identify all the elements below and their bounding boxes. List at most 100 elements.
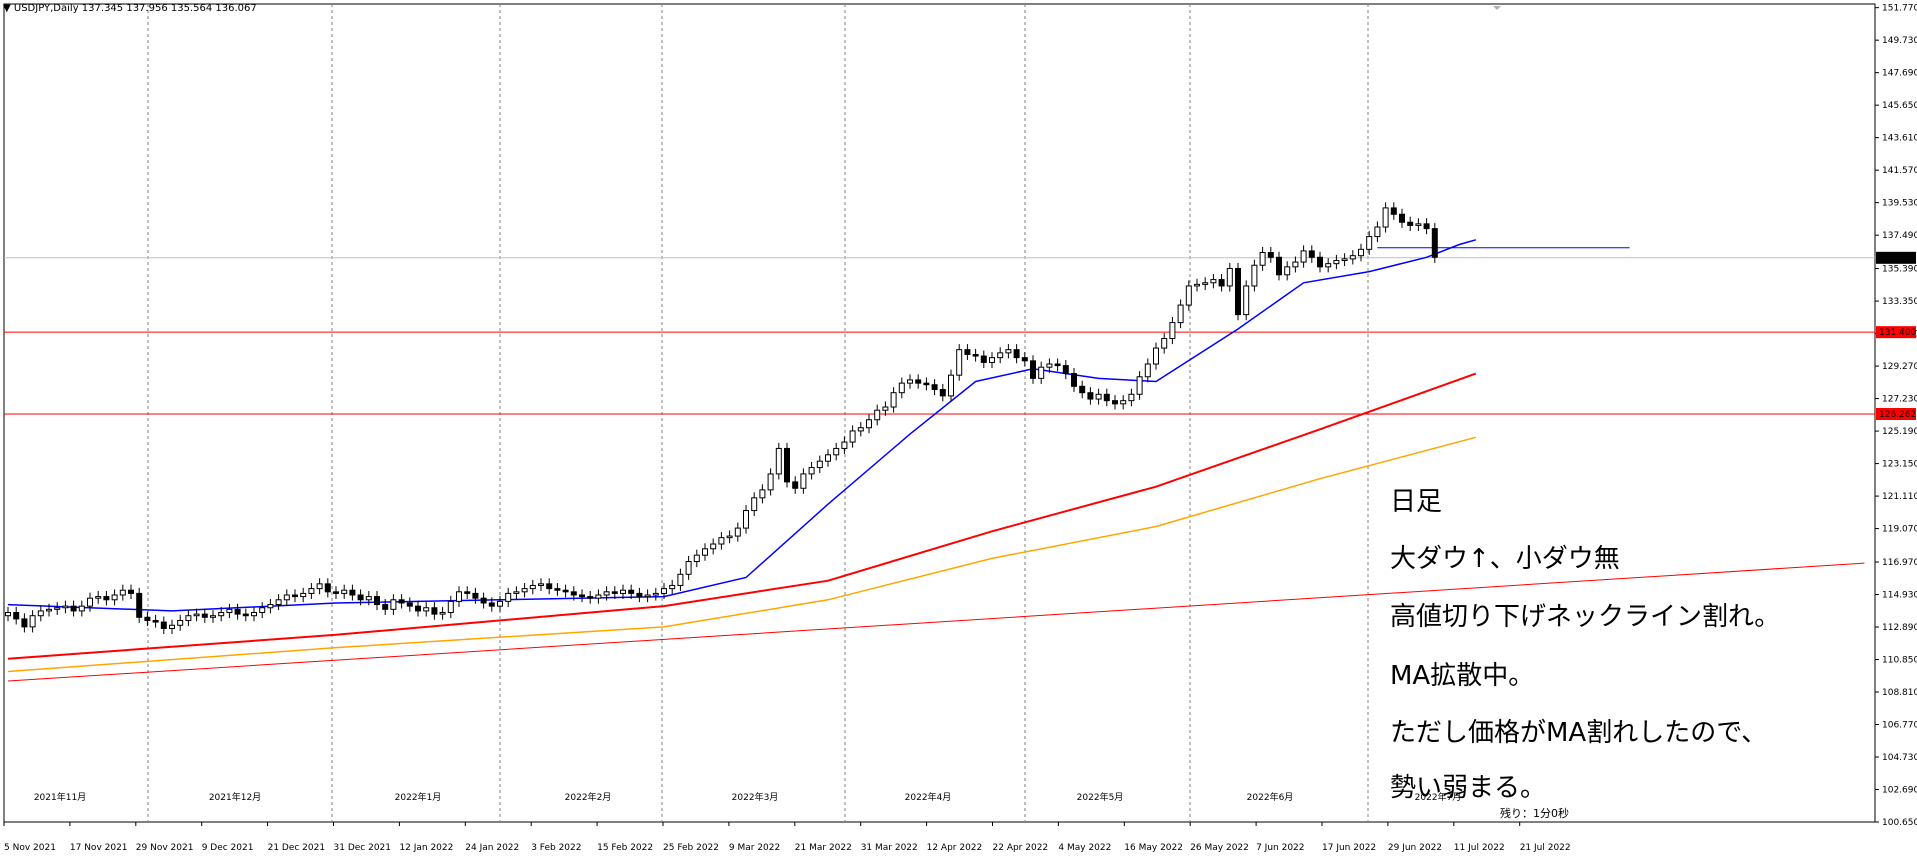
scroll-marker-icon[interactable] xyxy=(1493,6,1501,10)
candle-body xyxy=(251,612,257,617)
candle-body xyxy=(1284,266,1291,276)
date-label: 21 Mar 2022 xyxy=(795,843,852,853)
trendline[interactable] xyxy=(7,562,1865,682)
price-tick-label: 145.650 xyxy=(1882,101,1917,111)
candle-body xyxy=(636,592,643,598)
candle-body xyxy=(46,608,52,612)
candle-body xyxy=(825,454,831,462)
candle-body xyxy=(1054,363,1061,367)
candle-body xyxy=(931,384,938,391)
date-label: 17 Nov 2021 xyxy=(70,843,128,853)
candle-body xyxy=(685,561,692,575)
candle-body xyxy=(1341,258,1348,261)
ma-blue-line xyxy=(7,239,1477,612)
candle-body xyxy=(1251,264,1258,287)
date-label: 24 Jan 2022 xyxy=(465,843,519,853)
candle-body xyxy=(1267,252,1274,258)
candle-body xyxy=(152,619,159,623)
price-tick-label: 116.970 xyxy=(1882,558,1917,568)
month-label: 2022年7月 xyxy=(1415,791,1462,803)
price-tag-label: 126.262 xyxy=(1879,410,1916,420)
annotation-line-6: 勢い弱まる。 xyxy=(1390,773,1547,803)
date-label: 7 Jun 2022 xyxy=(1256,843,1304,853)
candle-body xyxy=(406,602,413,607)
remaining-time-label: 残り：1分0秒 xyxy=(1500,807,1569,820)
candle-body xyxy=(1202,282,1209,285)
candle-body xyxy=(308,588,315,594)
candle-body xyxy=(620,589,626,594)
candle-body xyxy=(1079,385,1086,394)
candle-body xyxy=(661,588,667,594)
candle-body xyxy=(234,608,241,615)
candle-body xyxy=(816,460,823,469)
candle-body xyxy=(890,392,897,408)
candle-body xyxy=(562,589,569,593)
annotation-line-5: ただし価格がMA割れしたので、 xyxy=(1390,718,1768,748)
candle-body xyxy=(841,441,848,449)
date-label: 17 Jun 2022 xyxy=(1322,843,1376,853)
candle-body xyxy=(218,612,225,617)
month-label: 2022年4月 xyxy=(905,791,952,803)
price-tick-label: 147.690 xyxy=(1882,69,1917,79)
month-label: 2022年2月 xyxy=(565,791,612,803)
candle-body xyxy=(1308,250,1315,258)
candle-body xyxy=(1161,338,1168,349)
candle-body xyxy=(54,607,61,610)
ma-orange-line xyxy=(7,436,1476,673)
collapse-triangle-icon[interactable]: ▼ xyxy=(3,3,11,14)
candle-body xyxy=(488,602,495,607)
candle-body xyxy=(472,592,479,599)
month-label: 2022年1月 xyxy=(395,791,442,803)
candle-body xyxy=(111,594,118,601)
candle-body xyxy=(759,489,766,499)
month-label: 2021年11月 xyxy=(34,791,86,803)
month-label: 2022年6月 xyxy=(1247,791,1294,803)
price-tick-label: 100.650 xyxy=(1882,818,1917,828)
candle-body xyxy=(1194,283,1200,287)
date-label: 9 Mar 2022 xyxy=(729,843,780,853)
price-tick-label: 123.150 xyxy=(1882,460,1917,470)
candle-body xyxy=(751,497,758,512)
candle-body xyxy=(570,591,577,596)
candle-body xyxy=(628,589,635,594)
date-label: 3 Feb 2022 xyxy=(531,843,581,853)
candle-body xyxy=(882,406,889,411)
price-tick-label: 112.890 xyxy=(1882,623,1917,633)
price-tick-label: 110.850 xyxy=(1882,656,1917,666)
date-label: 4 May 2022 xyxy=(1058,843,1111,853)
candle-body xyxy=(505,592,512,602)
candle-body xyxy=(423,607,430,612)
candle-body xyxy=(833,447,840,456)
candle-body xyxy=(611,591,618,594)
candle-body xyxy=(341,589,348,594)
candle-body xyxy=(1120,400,1127,405)
month-label: 2021年12月 xyxy=(209,791,261,803)
price-tick-label: 104.730 xyxy=(1882,753,1917,763)
candle-body xyxy=(480,597,487,604)
candle-body xyxy=(980,355,987,363)
candle-body xyxy=(439,612,446,615)
candle-body xyxy=(1177,304,1184,324)
candle-body xyxy=(1349,255,1356,260)
date-label: 16 May 2022 xyxy=(1124,843,1183,853)
candle-body xyxy=(1046,363,1053,368)
candle-body xyxy=(365,596,372,601)
candle-body xyxy=(874,409,881,421)
price-tick-label: 125.190 xyxy=(1882,427,1917,437)
candle-body xyxy=(1317,256,1323,268)
candle-body xyxy=(718,537,725,545)
candle-body xyxy=(283,594,290,601)
candle-body xyxy=(316,583,323,590)
candle-body xyxy=(95,596,102,599)
candle-body xyxy=(743,510,749,529)
candle-body xyxy=(767,473,774,491)
candle-body xyxy=(1415,223,1422,226)
current-price-label: 136.067 xyxy=(1879,254,1916,264)
candle-body xyxy=(603,591,610,596)
ma-red-line xyxy=(7,372,1477,660)
candle-body xyxy=(1235,267,1241,316)
candle-body xyxy=(521,588,528,593)
candle-body xyxy=(1038,366,1045,379)
candle-body xyxy=(103,596,110,601)
